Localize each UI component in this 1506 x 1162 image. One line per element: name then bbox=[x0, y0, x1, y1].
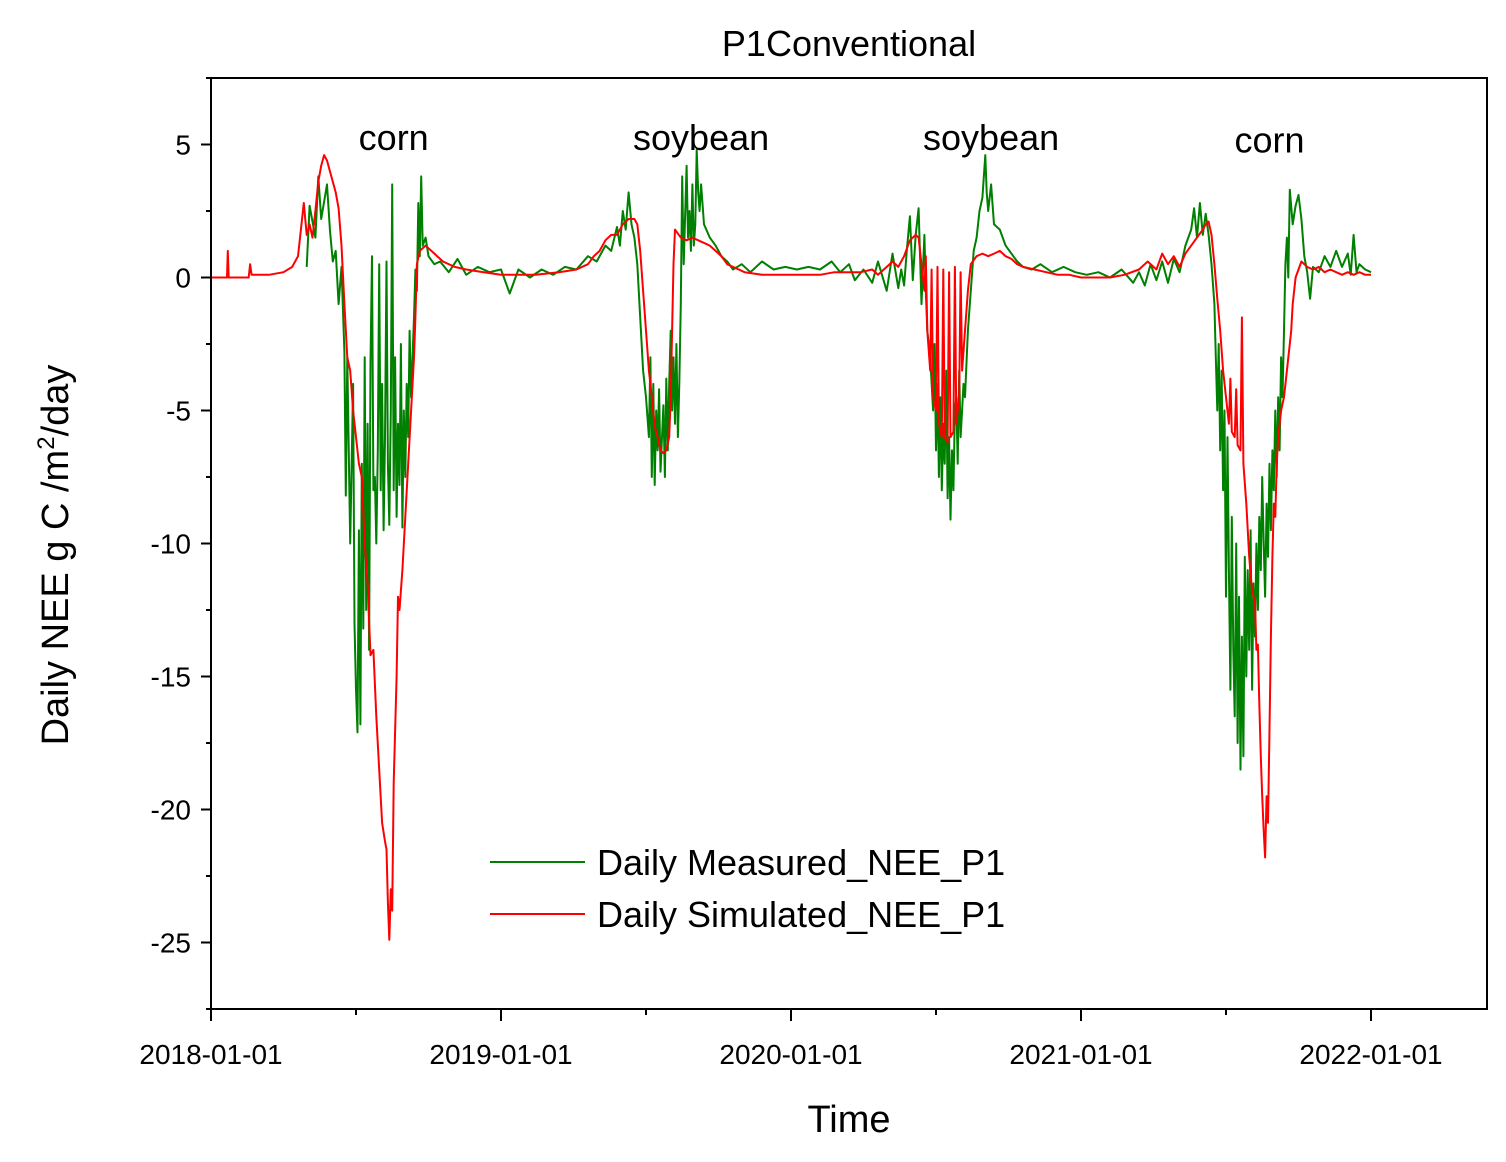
crop-annotation: soybean bbox=[633, 117, 769, 158]
chart-title: P1Conventional bbox=[722, 23, 976, 64]
crop-annotation: corn bbox=[1234, 119, 1304, 160]
x-tick-label: 2022-01-01 bbox=[1299, 1039, 1442, 1070]
crop-annotation: corn bbox=[359, 117, 429, 158]
y-tick-label: -5 bbox=[166, 396, 191, 427]
y-axis-title-superscript: 2 bbox=[33, 436, 60, 449]
series-layer bbox=[211, 148, 1372, 941]
y-axis-title-main: Daily NEE g C /m bbox=[35, 450, 77, 746]
y-axis: 5 0 -5 -10 -15 -20 -25 bbox=[151, 77, 211, 1010]
y-axis-title-tail: /day bbox=[35, 365, 77, 437]
y-tick-label: -20 bbox=[151, 795, 191, 826]
legend: Daily Measured_NEE_P1 Daily Simulated_NE… bbox=[490, 842, 1005, 935]
y-tick-label: 0 bbox=[175, 263, 191, 294]
series-line-measured bbox=[305, 148, 1372, 771]
x-tick-label: 2018-01-01 bbox=[139, 1039, 282, 1070]
x-tick-label: 2020-01-01 bbox=[719, 1039, 862, 1070]
x-axis: 2018-01-01 2019-01-01 2020-01-01 2021-01-01… bbox=[139, 1009, 1443, 1070]
x-tick-label: 2021-01-01 bbox=[1009, 1039, 1152, 1070]
legend-label-measured: Daily Measured_NEE_P1 bbox=[597, 842, 1005, 883]
y-tick-label: -15 bbox=[151, 662, 191, 693]
y-tick-label: 5 bbox=[175, 130, 191, 161]
series-line-simulated bbox=[211, 154, 1371, 941]
y-tick-label: -10 bbox=[151, 529, 191, 560]
crop-annotation: soybean bbox=[923, 117, 1059, 158]
crop-annotations: corn soybean soybean corn bbox=[359, 117, 1305, 161]
legend-label-simulated: Daily Simulated_NEE_P1 bbox=[597, 894, 1005, 935]
x-tick-label: 2019-01-01 bbox=[429, 1039, 572, 1070]
x-axis-title: Time bbox=[807, 1099, 890, 1141]
y-axis-title: Daily NEE g C /m2/day bbox=[33, 365, 77, 746]
y-tick-label: -25 bbox=[151, 928, 191, 959]
